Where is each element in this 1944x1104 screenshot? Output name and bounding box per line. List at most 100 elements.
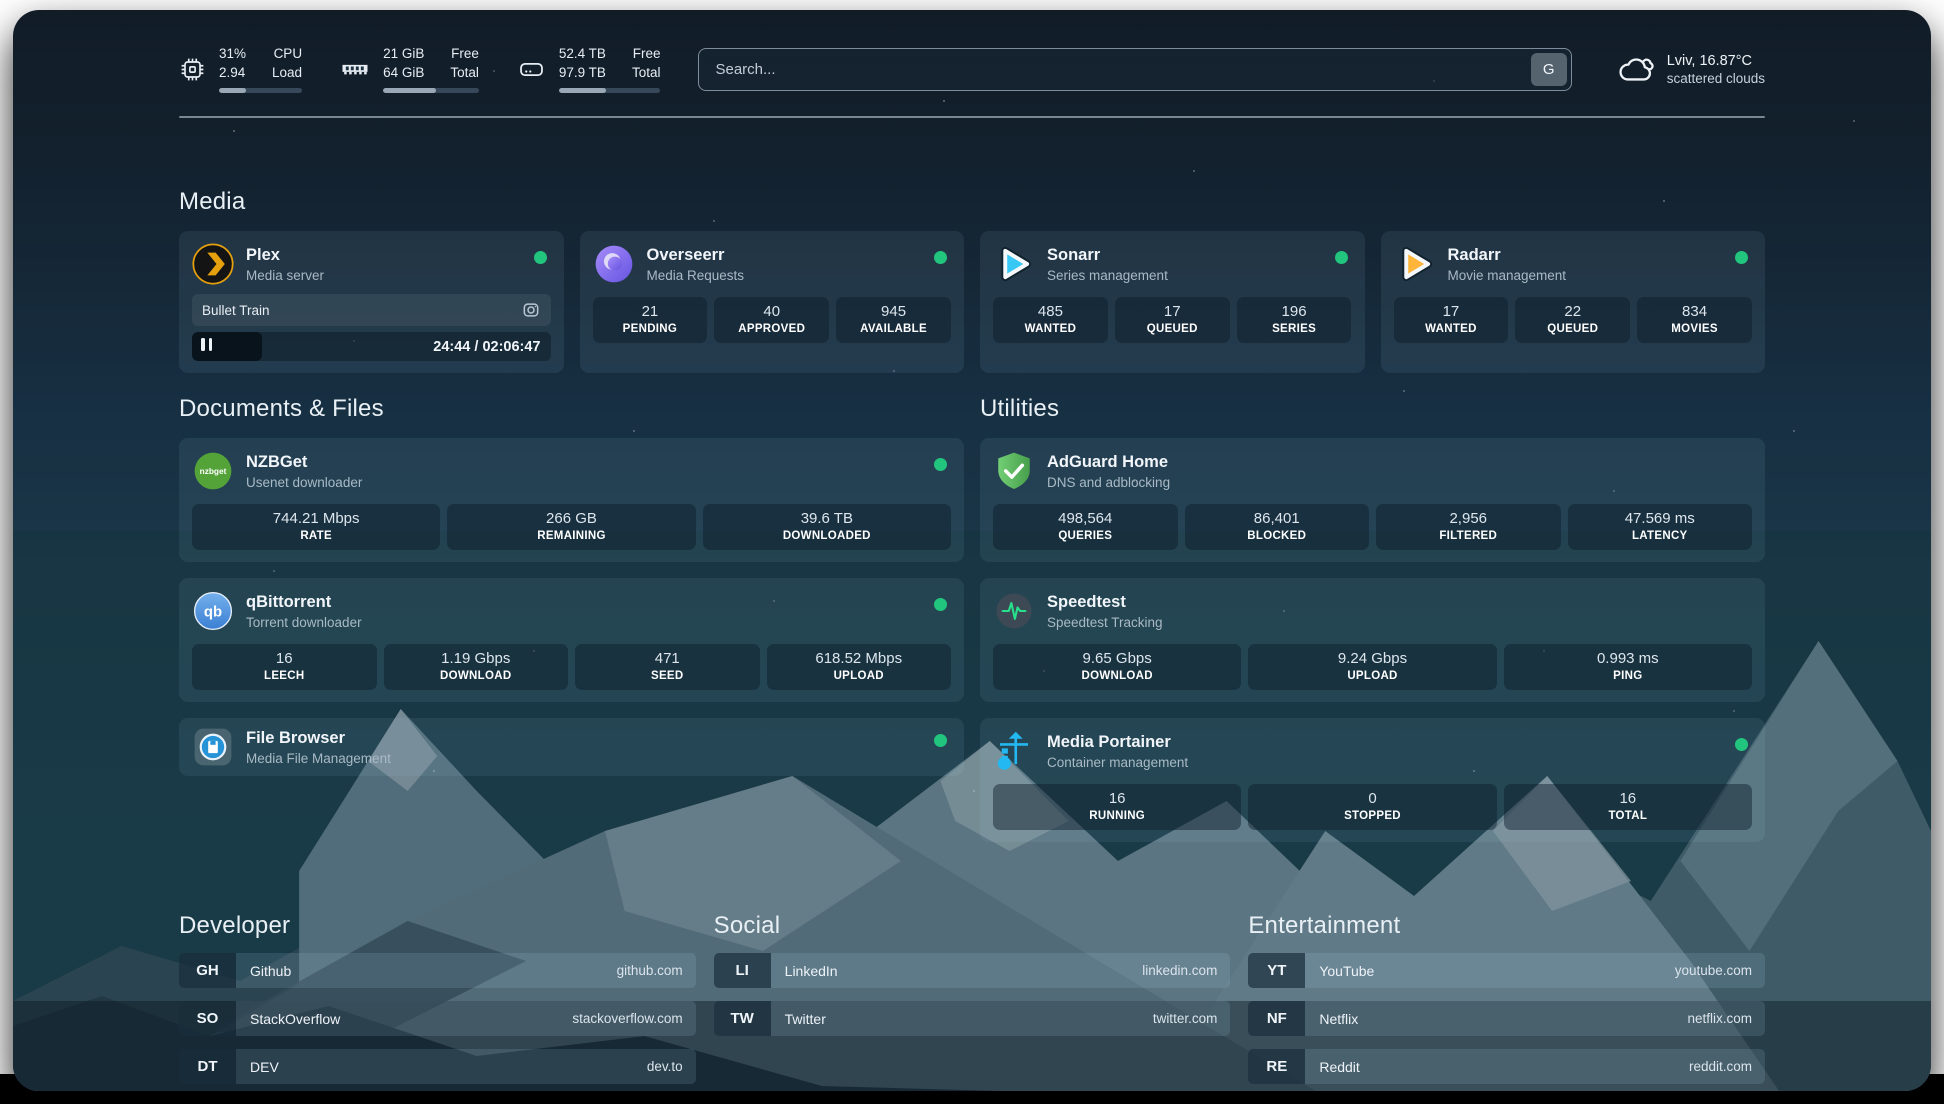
- cloud-icon: [1619, 58, 1654, 81]
- service-description: Media File Management: [246, 750, 391, 766]
- disk-progress-track: [558, 87, 661, 93]
- stat-label: UPLOAD: [1347, 670, 1398, 682]
- stat-box: 618.52 Mbps UPLOAD: [766, 644, 951, 690]
- service-card-overseerr[interactable]: Overseerr Media Requests 21 PENDING 40 A…: [579, 231, 964, 373]
- bookmark-url: github.com: [616, 963, 683, 978]
- stat-value: 17: [1442, 303, 1460, 320]
- stat-label: FILTERED: [1439, 530, 1498, 542]
- service-card-sonarr[interactable]: Sonarr Series management 485 WANTED 17 Q…: [980, 231, 1365, 373]
- bookmark-url: dev.to: [646, 1059, 683, 1074]
- bookmark-netflix[interactable]: NF Netflix netflix.com: [1248, 1001, 1765, 1036]
- bookmark-abbr: YT: [1248, 953, 1306, 988]
- bookmark-stackoverflow[interactable]: SO StackOverflow stackoverflow.com: [179, 1001, 696, 1036]
- cpu-widget: 31% 2.94 CPU Load: [179, 45, 303, 93]
- qbittorrent-icon: qb: [193, 591, 233, 631]
- stat-label: DOWNLOAD: [1081, 670, 1153, 682]
- bookmark-url: netflix.com: [1687, 1011, 1752, 1026]
- stat-value: 47.569 ms: [1624, 510, 1695, 527]
- stat-value: 17: [1163, 303, 1181, 320]
- stat-label: DOWNLOADED: [782, 530, 871, 542]
- section-title-entertainment: Entertainment: [1248, 912, 1401, 939]
- stat-box: 47.569 ms LATENCY: [1567, 504, 1752, 550]
- disk-label-1: Free: [632, 46, 661, 62]
- stat-box: 16 RUNNING: [993, 784, 1242, 830]
- stat-value: 9.24 Gbps: [1337, 650, 1408, 667]
- service-card-portainer[interactable]: Media Portainer Container management 16 …: [980, 718, 1765, 842]
- stat-label: PING: [1613, 670, 1643, 682]
- bookmark-url: twitter.com: [1152, 1011, 1218, 1026]
- weather-location-temp: Lviv, 16.87°C: [1666, 52, 1753, 69]
- service-card-plex[interactable]: Plex Media server Bullet Train: [179, 231, 564, 373]
- stat-box: 21 PENDING: [592, 297, 708, 343]
- stat-box: 22 QUEUED: [1515, 297, 1631, 343]
- bookmark-abbr: TW: [713, 1001, 771, 1036]
- stat-value: 9.65 Gbps: [1082, 650, 1152, 667]
- stat-label: STOPPED: [1344, 810, 1401, 822]
- stat-label: LATENCY: [1631, 530, 1688, 542]
- stat-box: 17 QUEUED: [1114, 297, 1230, 343]
- service-card-filebrowser[interactable]: File Browser Media File Management: [179, 718, 964, 776]
- memory-free-value: 21 GiB: [383, 46, 425, 62]
- stat-value: 21: [641, 303, 659, 320]
- bookmark-abbr: LI: [713, 953, 771, 988]
- radarr-icon: [1401, 246, 1432, 282]
- memory-widget: 21 GiB 64 GiB Free Total: [340, 45, 479, 93]
- bookmark-name: Github: [250, 962, 292, 979]
- stat-value: 0.993 ms: [1596, 650, 1659, 667]
- stat-box: 266 GB REMAINING: [447, 504, 696, 550]
- disk-free-value: 52.4 TB: [558, 46, 606, 62]
- bookmark-name: Netflix: [1319, 1010, 1359, 1027]
- service-card-radarr[interactable]: Radarr Movie management 17 WANTED 22 QUE…: [1380, 231, 1765, 373]
- memory-progress-track: [383, 87, 479, 93]
- stat-box: 0 STOPPED: [1248, 784, 1497, 830]
- status-dot: [934, 458, 947, 471]
- service-card-qbittorrent[interactable]: qb qBittorrent Torrent downloader 16 LEE…: [179, 578, 964, 702]
- stat-label: UPLOAD: [833, 670, 884, 682]
- search-provider-button[interactable]: G: [1530, 52, 1567, 86]
- stat-box: 485 WANTED: [993, 297, 1108, 343]
- plex-icon: [192, 243, 234, 285]
- section-title-social: Social: [713, 912, 781, 939]
- service-card-nzbget[interactable]: nzbget NZBGet Usenet downloader 744.21 M…: [179, 438, 964, 562]
- stat-box: 17 WANTED: [1393, 297, 1509, 343]
- bookmark-url: linkedin.com: [1142, 963, 1218, 978]
- bookmark-url: youtube.com: [1674, 963, 1752, 978]
- stat-label: QUEUED: [1547, 323, 1599, 335]
- bookmark-dev[interactable]: DT DEV dev.to: [179, 1049, 696, 1084]
- playback-time: 24:44 / 02:06:47: [433, 338, 541, 355]
- bookmark-name: YouTube: [1319, 962, 1375, 979]
- section-entertainment: Entertainment YT YouTube youtube.com NF …: [1248, 912, 1765, 1084]
- section-utilities: Utilities AdGuard Home DNS and adblockin…: [980, 395, 1765, 858]
- stat-value: 834: [1682, 303, 1708, 320]
- stat-box: 945 AVAILABLE: [836, 297, 951, 343]
- stat-label: AVAILABLE: [860, 323, 927, 335]
- bookmark-github[interactable]: GH Github github.com: [179, 953, 696, 988]
- stat-value: 16: [1619, 790, 1637, 807]
- stat-label: WANTED: [1425, 323, 1477, 335]
- service-name: File Browser: [246, 728, 346, 747]
- memory-progress-fill: [383, 87, 436, 93]
- stat-value: 618.52 Mbps: [815, 650, 903, 667]
- service-name: Overseerr: [646, 245, 725, 264]
- service-card-speedtest[interactable]: Speedtest Speedtest Tracking 9.65 Gbps D…: [980, 578, 1765, 702]
- bookmark-linkedin[interactable]: LI LinkedIn linkedin.com: [713, 953, 1231, 988]
- status-dot: [533, 251, 547, 264]
- adguard-icon: [998, 452, 1030, 489]
- bookmark-reddit[interactable]: RE Reddit reddit.com: [1248, 1049, 1765, 1084]
- stat-box: 498,564 QUERIES: [993, 504, 1178, 550]
- service-card-adguard[interactable]: AdGuard Home DNS and adblocking 498,564 …: [980, 438, 1765, 562]
- bookmark-youtube[interactable]: YT YouTube youtube.com: [1248, 953, 1765, 988]
- bookmark-twitter[interactable]: TW Twitter twitter.com: [713, 1001, 1231, 1036]
- service-description: Usenet downloader: [246, 474, 363, 490]
- stat-value: 86,401: [1253, 510, 1300, 527]
- svg-text:qb: qb: [204, 604, 222, 620]
- pause-icon: [201, 337, 212, 356]
- stat-value: 22: [1564, 303, 1582, 320]
- section-developer: Developer GH Github github.com SO StackO…: [179, 912, 696, 1084]
- disk-progress-fill: [558, 87, 606, 93]
- search-input[interactable]: [698, 47, 1572, 91]
- service-name: qBittorrent: [246, 592, 332, 611]
- stat-value: 945: [881, 303, 907, 320]
- sonarr-icon: [1001, 246, 1032, 282]
- stat-box: 744.21 Mbps RATE: [192, 504, 441, 550]
